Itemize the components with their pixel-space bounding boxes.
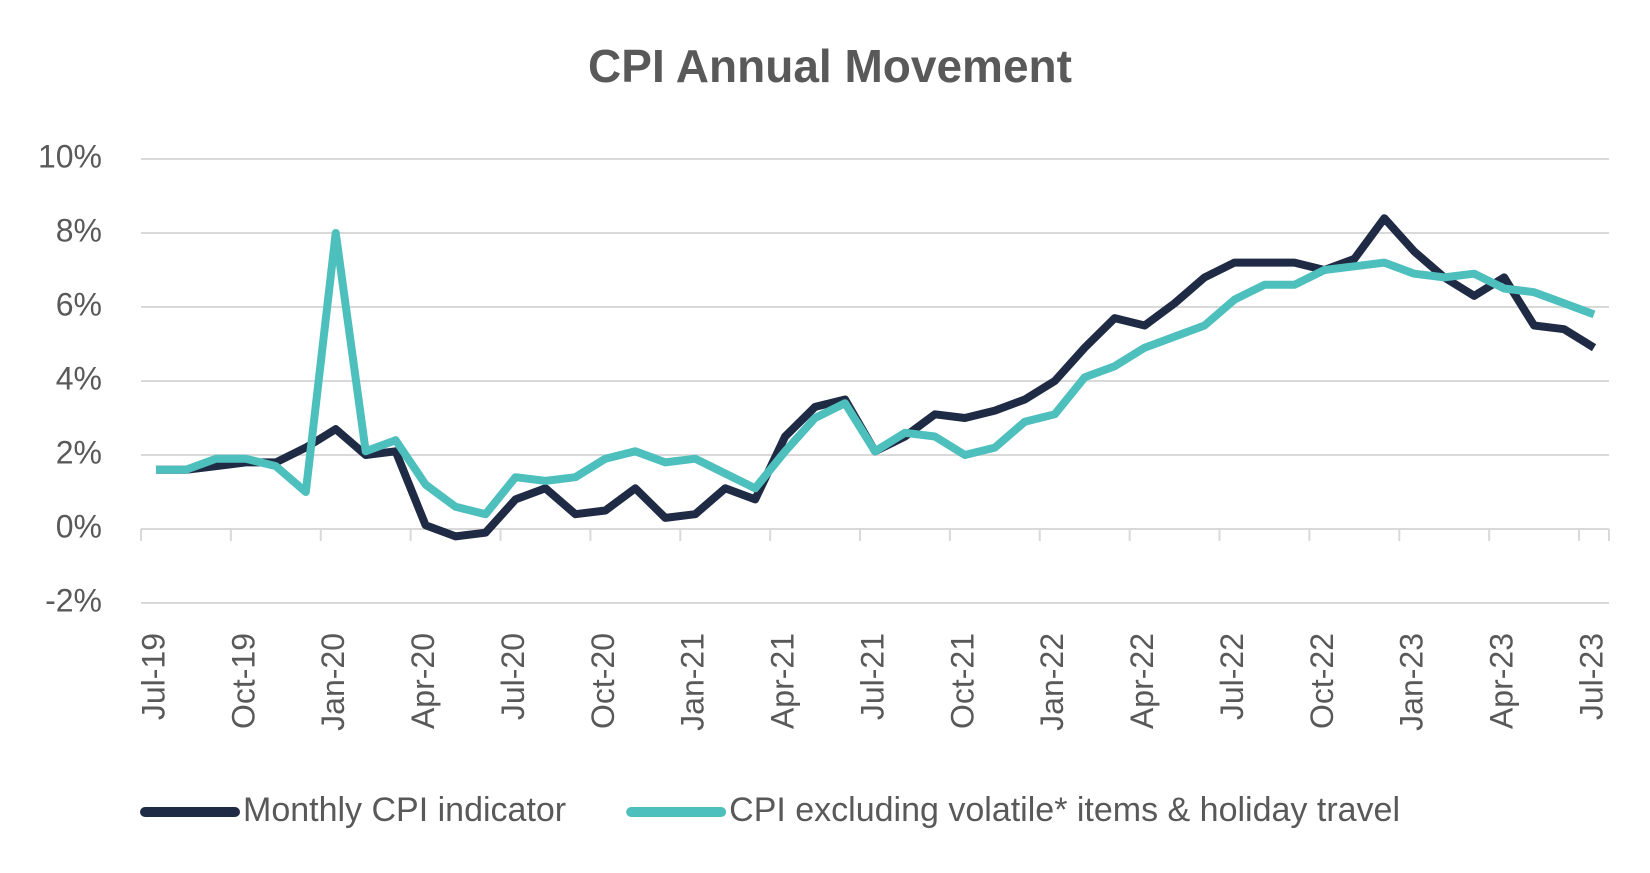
x-tick-label: Oct-21: [944, 633, 980, 729]
x-tick-label: Jan-21: [675, 633, 711, 731]
y-tick-label: 0%: [56, 508, 102, 544]
x-tick-label: Apr-22: [1124, 633, 1160, 729]
x-tick-label: Apr-23: [1484, 633, 1520, 729]
series-line: [155, 229, 1596, 519]
x-tick-label: Oct-20: [585, 633, 621, 729]
legend-label: Monthly CPI indicator: [243, 791, 566, 829]
x-tick-label: Jul-21: [854, 633, 890, 720]
x-tick-label: Jan-22: [1034, 633, 1070, 731]
y-tick-label: 2%: [56, 434, 102, 470]
x-tick-label: Oct-19: [225, 633, 261, 729]
x-tick-label: Jan-20: [315, 633, 351, 731]
x-tick-label: Jul-23: [1573, 633, 1609, 720]
y-tick-label: -2%: [45, 582, 102, 618]
x-tick-label: Apr-20: [405, 633, 441, 729]
x-tick-label: Jul-19: [135, 633, 171, 720]
x-tick-label: Jan-23: [1394, 633, 1430, 731]
x-tick-label: Jul-22: [1214, 633, 1250, 720]
legend-label: CPI excluding volatile* items & holiday …: [729, 791, 1400, 829]
y-tick-label: 8%: [56, 212, 102, 248]
chart-title: CPI Annual Movement: [588, 40, 1072, 92]
y-tick-label: 6%: [56, 286, 102, 322]
y-tick-label: 4%: [56, 360, 102, 396]
x-tick-label: Jul-20: [495, 633, 531, 720]
x-tick-label: Oct-22: [1304, 633, 1340, 729]
y-tick-label: 10%: [38, 138, 102, 174]
x-tick-label: Apr-21: [765, 633, 801, 729]
